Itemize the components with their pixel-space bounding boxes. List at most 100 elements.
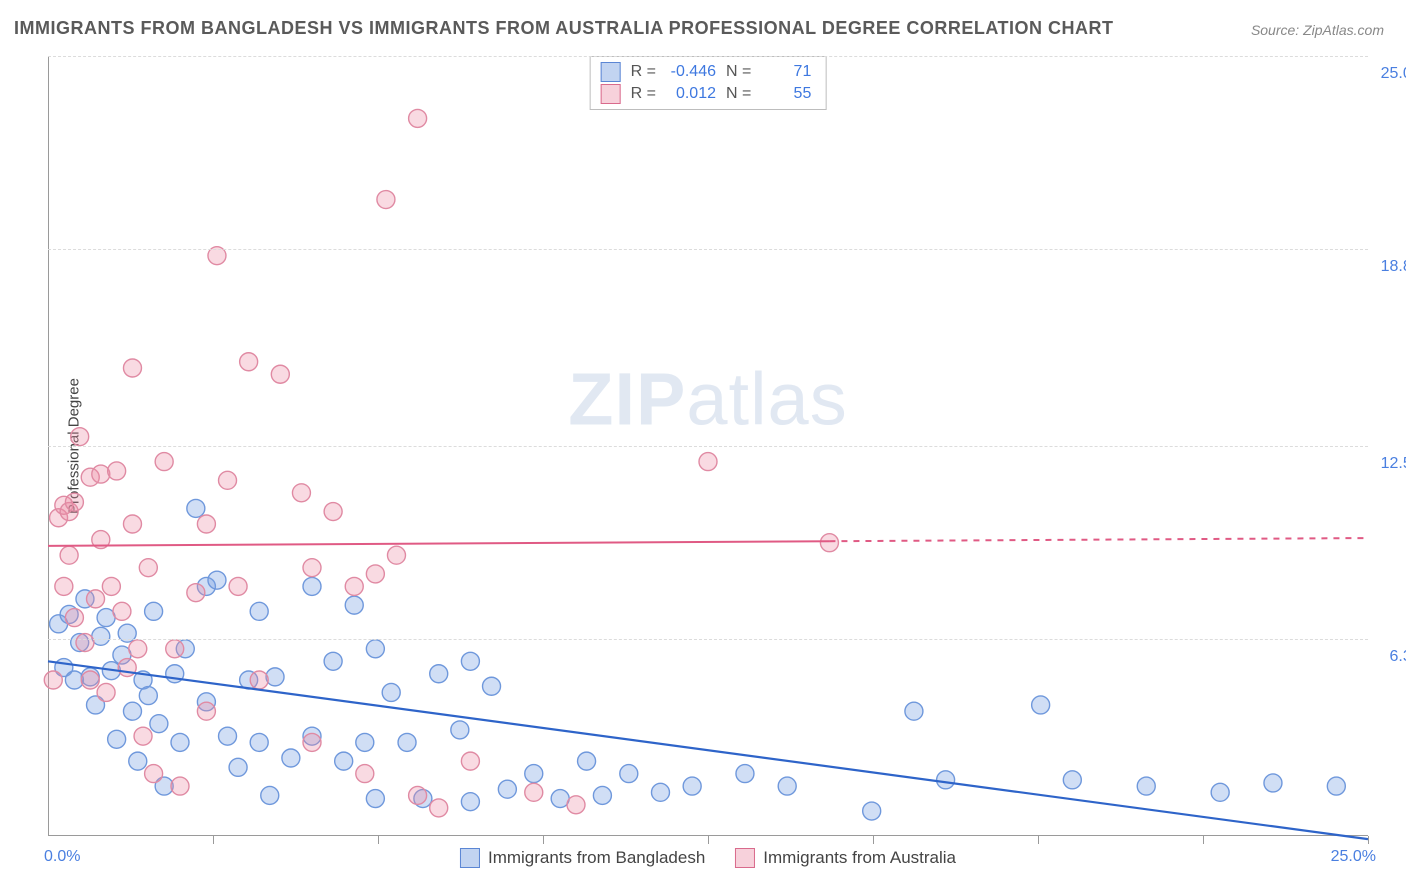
- data-point: [266, 668, 284, 686]
- data-point: [356, 733, 374, 751]
- x-tick: [1203, 836, 1204, 844]
- x-tick: [1368, 836, 1369, 844]
- data-point: [525, 783, 543, 801]
- data-point: [108, 730, 126, 748]
- data-point: [430, 799, 448, 817]
- data-point: [219, 471, 237, 489]
- data-point: [461, 652, 479, 670]
- data-point: [387, 546, 405, 564]
- data-point: [102, 577, 120, 595]
- data-point: [461, 793, 479, 811]
- data-point: [1264, 774, 1282, 792]
- x-tick: [708, 836, 709, 844]
- swatch-pink-icon: [735, 848, 755, 868]
- data-point: [578, 752, 596, 770]
- data-point: [498, 780, 516, 798]
- data-point: [324, 652, 342, 670]
- gridline-h: [48, 249, 1368, 250]
- data-point: [345, 577, 363, 595]
- r-value-blue: -0.446: [664, 61, 716, 83]
- n-label: N =: [726, 61, 751, 83]
- y-tick-label: 6.3%: [1390, 648, 1406, 666]
- trend-line-solid: [48, 541, 829, 546]
- data-point: [292, 484, 310, 502]
- legend-label-bangladesh: Immigrants from Bangladesh: [488, 848, 705, 868]
- data-point: [250, 602, 268, 620]
- data-point: [261, 786, 279, 804]
- y-tick-label: 25.0%: [1381, 65, 1406, 83]
- data-point: [155, 453, 173, 471]
- y-tick-label: 12.5%: [1381, 455, 1406, 473]
- data-point: [81, 671, 99, 689]
- r-value-pink: 0.012: [664, 83, 716, 105]
- data-point: [366, 790, 384, 808]
- data-point: [303, 733, 321, 751]
- data-point: [1032, 696, 1050, 714]
- data-point: [55, 577, 73, 595]
- data-point: [567, 796, 585, 814]
- data-point: [366, 565, 384, 583]
- data-point: [76, 634, 94, 652]
- x-tick: [543, 836, 544, 844]
- legend-row-pink: R = 0.012 N = 55: [601, 83, 812, 105]
- data-point: [65, 493, 83, 511]
- data-point: [593, 786, 611, 804]
- data-point: [356, 765, 374, 783]
- data-point: [409, 786, 427, 804]
- data-point: [683, 777, 701, 795]
- data-point: [377, 191, 395, 209]
- data-point: [483, 677, 501, 695]
- data-point: [150, 715, 168, 733]
- data-point: [1063, 771, 1081, 789]
- y-tick-label: 18.8%: [1381, 258, 1406, 276]
- data-point: [123, 702, 141, 720]
- data-point: [863, 802, 881, 820]
- r-label: R =: [631, 61, 656, 83]
- data-point: [129, 640, 147, 658]
- swatch-blue-icon: [460, 848, 480, 868]
- data-point: [187, 584, 205, 602]
- data-point: [129, 752, 147, 770]
- data-point: [778, 777, 796, 795]
- r-label: R =: [631, 83, 656, 105]
- n-value-pink: 55: [759, 83, 811, 105]
- data-point: [139, 559, 157, 577]
- data-point: [1137, 777, 1155, 795]
- data-point: [382, 683, 400, 701]
- data-point: [620, 765, 638, 783]
- trend-line: [48, 661, 1368, 839]
- source-attribution: Source: ZipAtlas.com: [1251, 22, 1384, 38]
- data-point: [335, 752, 353, 770]
- data-point: [108, 462, 126, 480]
- data-point: [525, 765, 543, 783]
- data-point: [87, 590, 105, 608]
- data-point: [197, 702, 215, 720]
- data-point: [219, 727, 237, 745]
- legend-row-blue: R = -0.446 N = 71: [601, 61, 812, 83]
- plot-area: ZIPatlas R = -0.446 N = 71 R = 0.012 N =…: [48, 56, 1368, 836]
- data-point: [113, 602, 131, 620]
- data-point: [1211, 783, 1229, 801]
- data-point: [134, 727, 152, 745]
- legend-item-australia: Immigrants from Australia: [735, 848, 956, 868]
- gridline-h: [48, 56, 1368, 57]
- n-value-blue: 71: [759, 61, 811, 83]
- data-point: [44, 671, 62, 689]
- data-point: [65, 609, 83, 627]
- swatch-blue-icon: [601, 62, 621, 82]
- data-point: [145, 602, 163, 620]
- x-tick: [1038, 836, 1039, 844]
- legend-label-australia: Immigrants from Australia: [763, 848, 956, 868]
- x-tick: [873, 836, 874, 844]
- data-point: [60, 546, 78, 564]
- data-point: [282, 749, 300, 767]
- data-point: [229, 758, 247, 776]
- data-point: [97, 683, 115, 701]
- chart-title: IMMIGRANTS FROM BANGLADESH VS IMMIGRANTS…: [14, 18, 1114, 39]
- data-point: [398, 733, 416, 751]
- data-point: [187, 499, 205, 517]
- data-point: [250, 733, 268, 751]
- data-point: [171, 733, 189, 751]
- data-point: [240, 353, 258, 371]
- gridline-h: [48, 446, 1368, 447]
